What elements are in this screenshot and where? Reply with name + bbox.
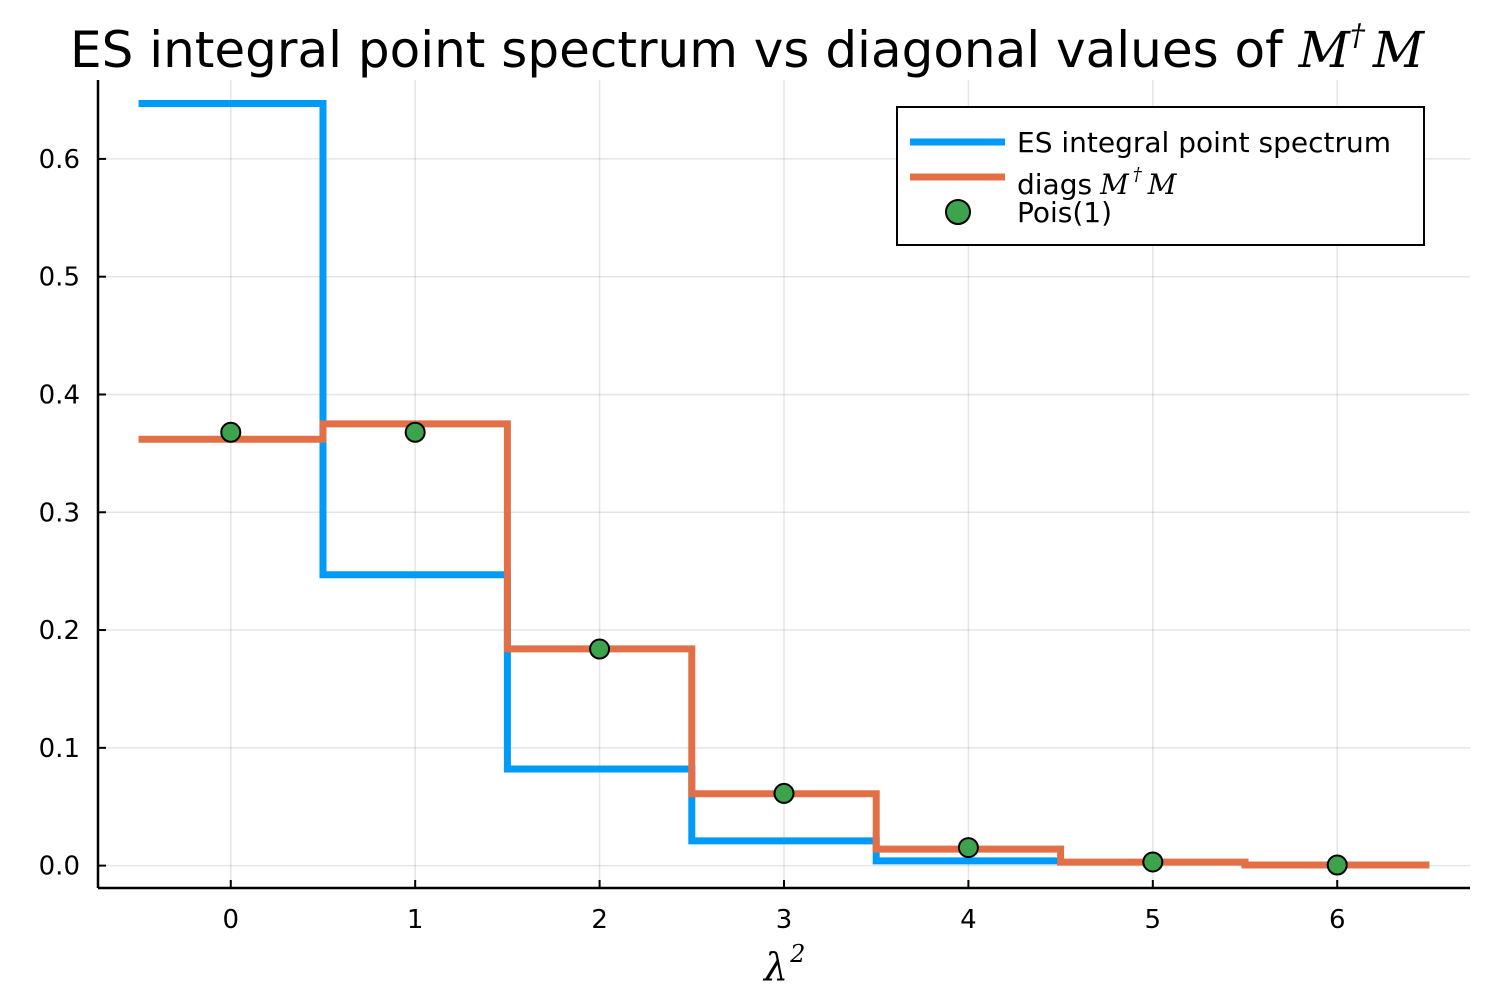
scatter-point-4 <box>957 837 979 859</box>
y-tick-label-2: 0.2 <box>39 616 80 646</box>
scatter-point-0 <box>220 421 242 443</box>
scatter-point-3 <box>773 782 795 804</box>
x-tick-label-5: 5 <box>1145 905 1162 935</box>
x-tick-label-4: 4 <box>960 905 977 935</box>
x-tick-label-2: 2 <box>591 905 608 935</box>
legend-label-es: ES integral point spectrum <box>1017 126 1391 159</box>
x-tick-label-1: 1 <box>407 905 424 935</box>
x-axis-label-sup: 2 <box>789 940 805 968</box>
chart-title: ES integral point spectrum vs diagonal v… <box>70 18 1426 79</box>
series-layer <box>138 100 1430 876</box>
y-tick-label-6: 0.6 <box>39 145 80 175</box>
legend-label-diags-math-sup: † <box>1133 164 1143 185</box>
scatter-point-5 <box>1142 851 1164 873</box>
tick-labels: 0 1 2 3 4 5 6 0.0 0.1 0.2 0.3 0.4 0.5 0.6 <box>39 145 1346 935</box>
x-axis-label: λ2 <box>762 940 805 989</box>
y-tick-label-3: 0.3 <box>39 498 80 528</box>
chart-title-math-base: M <box>1298 21 1352 79</box>
x-tick-label-3: 3 <box>776 905 793 935</box>
y-tick-label-0: 0.0 <box>39 852 80 882</box>
chart-title-math-sup: † <box>1350 18 1366 53</box>
legend-swatch-pois <box>945 199 971 225</box>
scatter-point-2 <box>589 638 611 660</box>
legend-label-diags-text: diags <box>1017 168 1092 201</box>
legend: ES integral point spectrum diags M † M Pois… <box>896 106 1425 246</box>
scatter-point-1 <box>404 421 426 443</box>
x-tick-label-6: 6 <box>1329 905 1346 935</box>
chart-title-math-tail: M <box>1372 21 1426 79</box>
scatter-point-6 <box>1326 854 1348 876</box>
y-tick-label-1: 0.1 <box>39 734 80 764</box>
legend-label-diags: diags M † M <box>1017 164 1178 201</box>
y-tick-label-5: 0.5 <box>39 263 80 293</box>
legend-label-diags-math-tail: M <box>1147 168 1178 201</box>
y-tick-label-4: 0.4 <box>39 380 80 410</box>
grid-lines <box>98 80 1470 888</box>
x-axis-label-base: λ <box>762 945 788 989</box>
chart-title-text: ES integral point spectrum vs diagonal v… <box>70 21 1299 79</box>
axes <box>96 80 1470 890</box>
legend-label-pois: Pois(1) <box>1017 196 1112 229</box>
legend-label-diags-math-base: M <box>1099 168 1130 201</box>
x-tick-label-0: 0 <box>223 905 240 935</box>
